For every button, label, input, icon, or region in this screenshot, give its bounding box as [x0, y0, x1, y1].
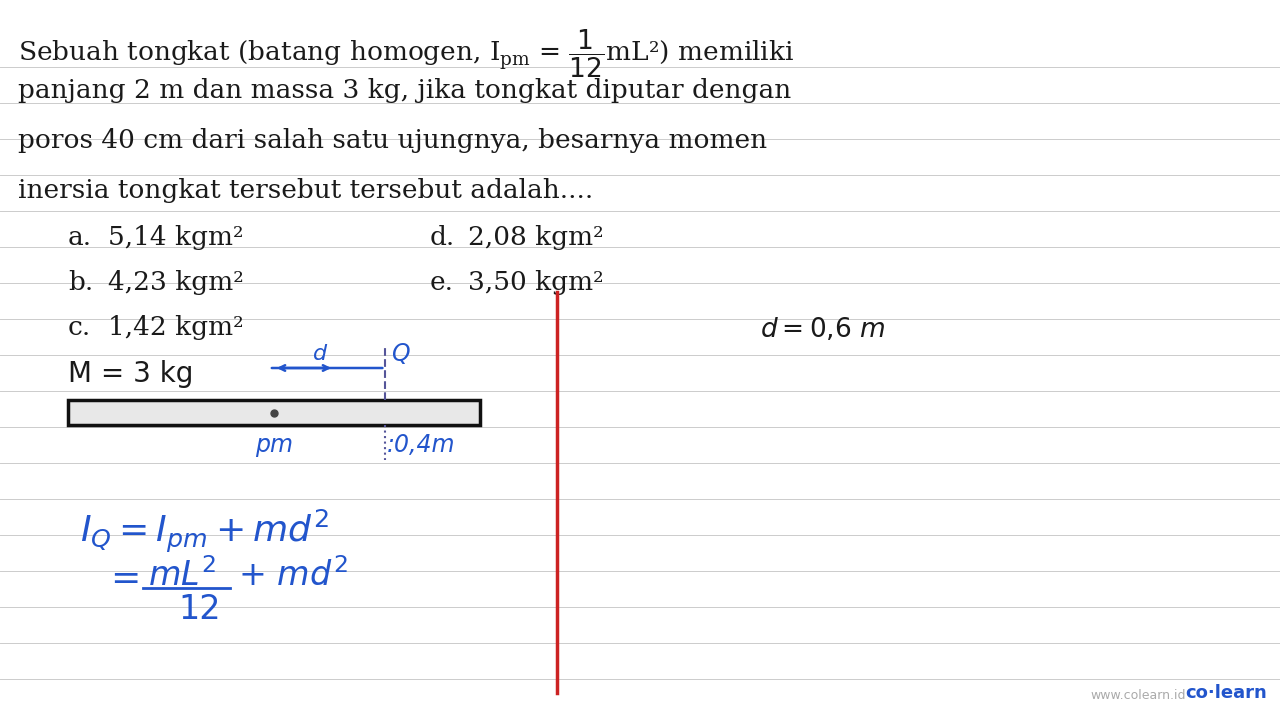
Text: panjang 2 m dan massa 3 kg, jika tongkat diputar dengan: panjang 2 m dan massa 3 kg, jika tongkat…: [18, 78, 791, 103]
Text: :0,4m: :0,4m: [388, 433, 456, 457]
Text: d: d: [312, 344, 326, 364]
Text: e.: e.: [430, 270, 454, 295]
Text: 2,08 kgm²: 2,08 kgm²: [468, 225, 604, 250]
Text: pm: pm: [255, 433, 293, 457]
Text: co·learn: co·learn: [1185, 684, 1267, 702]
Text: b.: b.: [68, 270, 93, 295]
Text: 3,50 kgm²: 3,50 kgm²: [468, 270, 604, 295]
Bar: [68, 400, 480, 425]
Text: M = 3 kg: M = 3 kg: [68, 360, 193, 388]
Text: $+\ md^2$: $+\ md^2$: [238, 558, 348, 593]
Text: $mL^2$: $mL^2$: [148, 558, 216, 593]
Text: c.: c.: [68, 315, 91, 340]
Text: inersia tongkat tersebut tersebut adalah....: inersia tongkat tersebut tersebut adalah…: [18, 178, 593, 203]
Text: 4,23 kgm²: 4,23 kgm²: [108, 270, 243, 295]
Text: poros 40 cm dari salah satu ujungnya, besarnya momen: poros 40 cm dari salah satu ujungnya, be…: [18, 128, 767, 153]
Text: $I_Q = I_{pm} + md^2$: $I_Q = I_{pm} + md^2$: [79, 508, 329, 555]
Text: 5,14 kgm²: 5,14 kgm²: [108, 225, 243, 250]
Text: $d = 0{,}6\ m$: $d = 0{,}6\ m$: [760, 315, 886, 342]
Text: =: =: [110, 562, 141, 596]
Text: Sebuah tongkat (batang homogen, I$_{\mathregular{pm}}$ = $\dfrac{1}{12}$mL²) mem: Sebuah tongkat (batang homogen, I$_{\mat…: [18, 28, 794, 80]
Text: 12: 12: [178, 593, 221, 626]
Text: 1,42 kgm²: 1,42 kgm²: [108, 315, 243, 340]
Text: d.: d.: [430, 225, 456, 250]
Text: Q: Q: [392, 342, 410, 366]
Text: a.: a.: [68, 225, 92, 250]
Text: www.colearn.id: www.colearn.id: [1091, 689, 1185, 702]
